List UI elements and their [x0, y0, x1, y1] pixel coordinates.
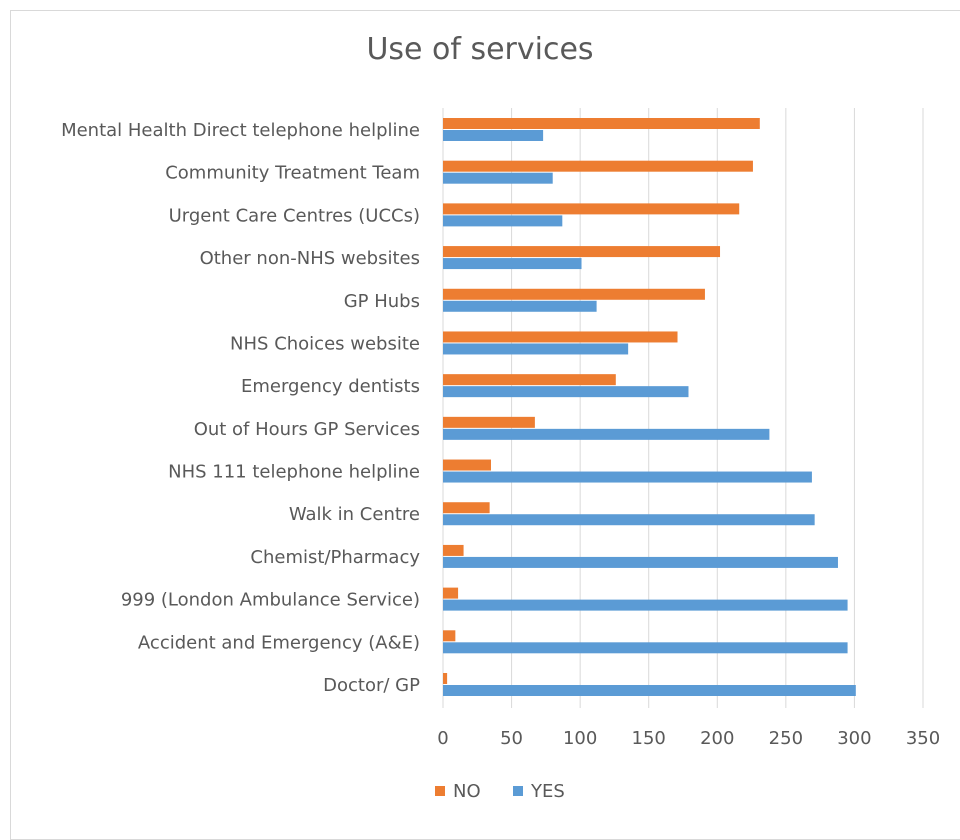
category-labels: Mental Health Direct telephone helpline C…: [61, 120, 420, 696]
category-label: Emergency dentists: [241, 376, 420, 397]
x-tick-label: 50: [500, 728, 523, 749]
bars: [443, 118, 856, 696]
bar-yes-13: [443, 685, 856, 696]
x-tick-label: 250: [769, 728, 803, 749]
bar-yes-11: [443, 599, 848, 611]
category-label: Accident and Emergency (A&E): [138, 632, 420, 653]
category-label: Walk in Centre: [289, 504, 420, 525]
bar-no-4: [443, 288, 705, 300]
x-tick-label: 200: [700, 728, 734, 749]
bar-no-12: [443, 630, 456, 642]
chart-title: Use of services: [366, 32, 594, 67]
x-tick-labels: 0 50 100 150 200 250 300 350: [437, 728, 940, 749]
bar-yes-4: [443, 300, 597, 312]
bar-no-10: [443, 544, 464, 556]
bar-no-2: [443, 203, 740, 215]
gridlines: [442, 108, 924, 708]
x-tick-label: 0: [437, 728, 448, 749]
legend: NO YES: [435, 781, 565, 802]
x-tick-label: 300: [837, 728, 871, 749]
bar-no-3: [443, 246, 721, 258]
x-tick-label: 150: [632, 728, 666, 749]
bar-yes-2: [443, 215, 563, 227]
category-label: Mental Health Direct telephone helpline: [61, 120, 420, 141]
category-label: Chemist/Pharmacy: [250, 547, 420, 568]
category-label: Out of Hours GP Services: [194, 419, 420, 440]
bar-yes-12: [443, 642, 848, 654]
bar-yes-10: [443, 556, 838, 568]
category-label: NHS 111 telephone helpline: [168, 462, 420, 483]
category-label: Other non-NHS websites: [200, 248, 420, 269]
bar-yes-3: [443, 258, 582, 270]
x-tick-label: 100: [563, 728, 597, 749]
bar-yes-0: [443, 130, 544, 141]
legend-swatch-yes: [513, 786, 523, 796]
category-label: 999 (London Ambulance Service): [121, 590, 420, 611]
legend-label-no: NO: [453, 781, 481, 802]
bar-yes-6: [443, 386, 689, 398]
category-label: NHS Choices website: [230, 333, 420, 354]
bar-yes-1: [443, 172, 553, 184]
bar-chart: Mental Health Direct telephone helpline C…: [61, 108, 940, 802]
bar-no-1: [443, 160, 753, 172]
bar-no-0: [443, 118, 760, 129]
bar-no-8: [443, 459, 491, 471]
bar-no-9: [443, 502, 490, 514]
category-label: Doctor/ GP: [323, 675, 420, 696]
bar-no-13: [443, 673, 448, 684]
legend-label-yes: YES: [530, 781, 565, 802]
category-label: Urgent Care Centres (UCCs): [169, 205, 420, 226]
bar-yes-5: [443, 343, 629, 355]
bar-no-11: [443, 587, 459, 599]
category-label: GP Hubs: [344, 291, 420, 312]
x-tick-label: 350: [906, 728, 940, 749]
bar-no-6: [443, 374, 616, 386]
bar-yes-9: [443, 514, 815, 526]
legend-swatch-no: [435, 786, 445, 796]
bar-no-7: [443, 416, 535, 428]
bar-no-5: [443, 331, 678, 343]
bar-yes-8: [443, 471, 812, 483]
bar-yes-7: [443, 428, 770, 440]
category-label: Community Treatment Team: [165, 163, 420, 184]
